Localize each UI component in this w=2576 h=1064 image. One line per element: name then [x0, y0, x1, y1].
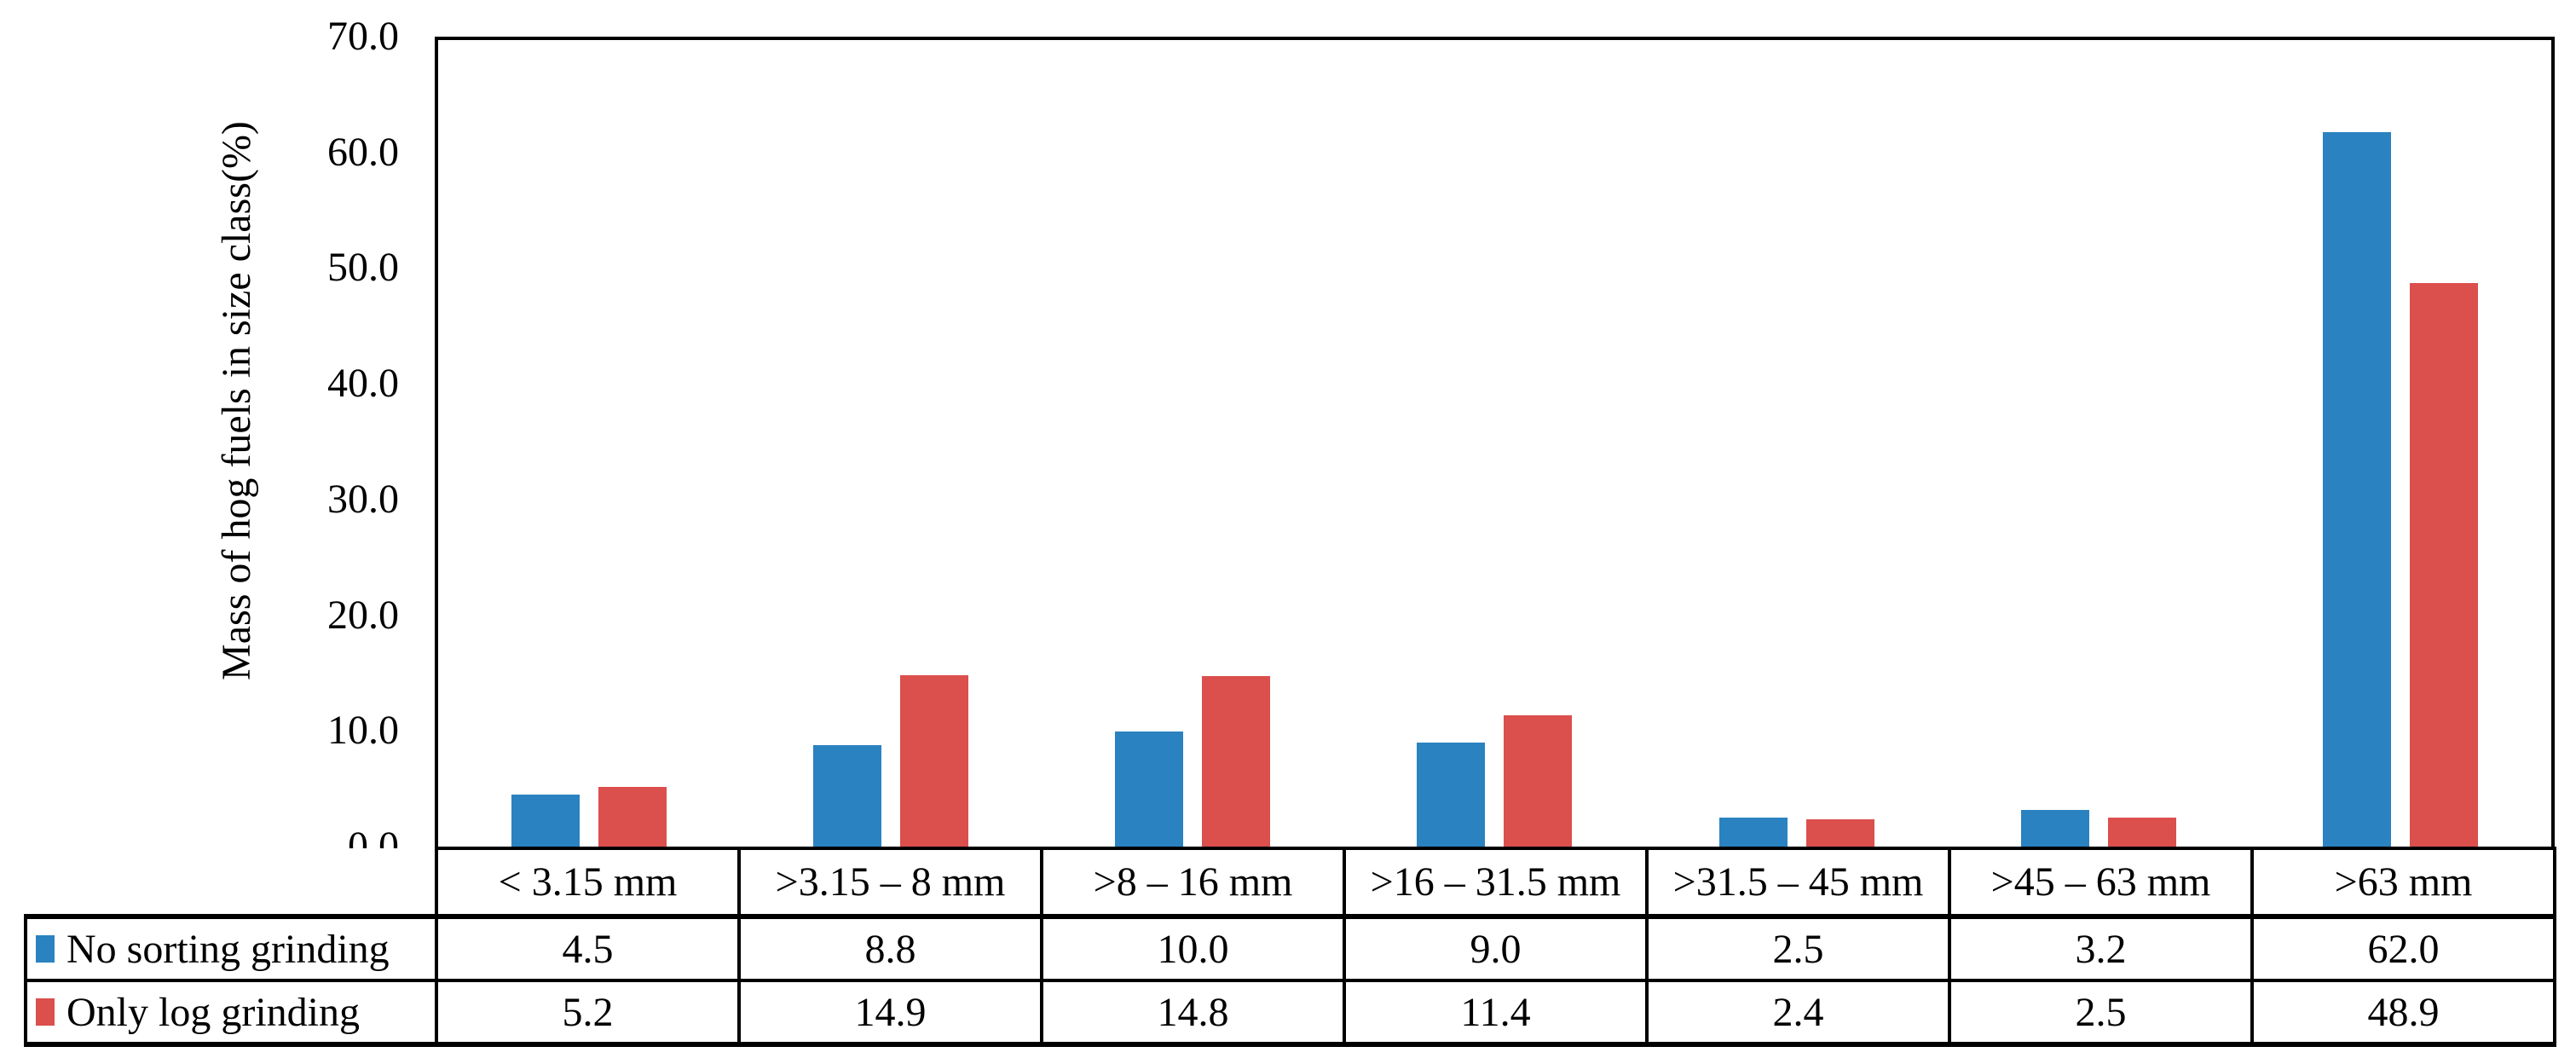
- data-table: < 3.15 mm >3.15 – 8 mm >8 – 16 mm >16 – 31.…: [24, 847, 2556, 1047]
- value-cell: 62.0: [2250, 915, 2556, 982]
- series-name-label: No sorting grinding: [66, 926, 390, 972]
- bar-only-log-grinding: [1805, 818, 1874, 847]
- bar-group: [740, 40, 1042, 847]
- bar-group: [1343, 40, 1645, 847]
- bar-no-sorting-grinding: [1115, 731, 1184, 847]
- bar-no-sorting-grinding: [1718, 818, 1788, 847]
- bar-only-log-grinding: [598, 786, 667, 847]
- legend-cell: No sorting grinding: [24, 915, 438, 982]
- y-axis-ticks: 70.0 60.0 50.0 40.0 30.0 20.0 10.0 0.0: [0, 0, 399, 938]
- category-header-row: < 3.15 mm >3.15 – 8 mm >8 – 16 mm >16 – 31.…: [26, 847, 2556, 919]
- plot-area: [435, 37, 2555, 847]
- category-header-cell: >16 – 31.5 mm: [1343, 847, 1649, 919]
- bar-group: [1042, 40, 1343, 847]
- bar-group: [2250, 40, 2551, 847]
- bar-no-sorting-grinding: [511, 795, 580, 847]
- table-body: < 3.15 mm >3.15 – 8 mm >8 – 16 mm >16 – 31.…: [24, 847, 2556, 1047]
- value-cell: 3.2: [1948, 915, 2254, 982]
- bar-only-log-grinding: [1504, 714, 1573, 847]
- value-cell: 48.9: [2250, 979, 2556, 1047]
- value-cell: 4.5: [435, 915, 741, 982]
- bar-only-log-grinding: [2107, 818, 2176, 847]
- bar-no-sorting-grinding: [1417, 743, 1486, 847]
- value-cell: 2.4: [1645, 979, 1951, 1047]
- category-header-cell: < 3.15 mm: [435, 847, 741, 919]
- bar-group: [438, 40, 740, 847]
- value-cell: 8.8: [737, 915, 1043, 982]
- series-row: Only log grinding 5.2 14.9 14.8 11.4 2.4 2.5 48…: [24, 979, 2556, 1047]
- y-tick-label: 10.0: [327, 708, 399, 754]
- y-tick-label: 60.0: [327, 129, 399, 175]
- y-tick-label: 70.0: [327, 14, 399, 59]
- value-cell: 14.8: [1040, 979, 1346, 1047]
- bar-only-log-grinding: [1202, 676, 1271, 847]
- header-spacer-cell: [26, 848, 438, 919]
- bar-group: [1948, 40, 2250, 847]
- value-cell: 2.5: [1645, 915, 1951, 982]
- bar-group: [1646, 40, 1948, 847]
- y-tick-label: 40.0: [327, 361, 399, 407]
- bar-no-sorting-grinding: [2322, 132, 2391, 847]
- y-tick-label: 30.0: [327, 476, 399, 522]
- y-tick-label: 20.0: [327, 592, 399, 638]
- series-key-swatch-icon: [36, 998, 55, 1026]
- series-row: No sorting grinding 4.5 8.8 10.0 9.0 2.5 3.2 62…: [24, 915, 2556, 982]
- series-key-swatch-icon: [36, 935, 55, 963]
- bar-only-log-grinding: [2409, 283, 2478, 847]
- value-cell: 10.0: [1040, 915, 1346, 982]
- value-cell: 5.2: [435, 979, 741, 1047]
- category-header-cell: >3.15 – 8 mm: [737, 847, 1043, 919]
- y-tick-label: 50.0: [327, 245, 399, 291]
- value-cell: 14.9: [737, 979, 1043, 1047]
- legend-cell: Only log grinding: [24, 979, 438, 1047]
- bar-only-log-grinding: [900, 674, 969, 847]
- category-header-cell: >8 – 16 mm: [1040, 847, 1346, 919]
- category-header-cell: >31.5 – 45 mm: [1645, 847, 1951, 919]
- value-cell: 11.4: [1343, 979, 1649, 1047]
- value-cell: 9.0: [1343, 915, 1649, 982]
- bar-no-sorting-grinding: [813, 745, 882, 847]
- value-cell: 2.5: [1948, 979, 2254, 1047]
- bar-no-sorting-grinding: [2020, 809, 2089, 847]
- series-name-label: Only log grinding: [66, 989, 360, 1035]
- category-header-cell: >45 – 63 mm: [1948, 847, 2254, 919]
- category-header-cell: >63 mm: [2250, 847, 2556, 919]
